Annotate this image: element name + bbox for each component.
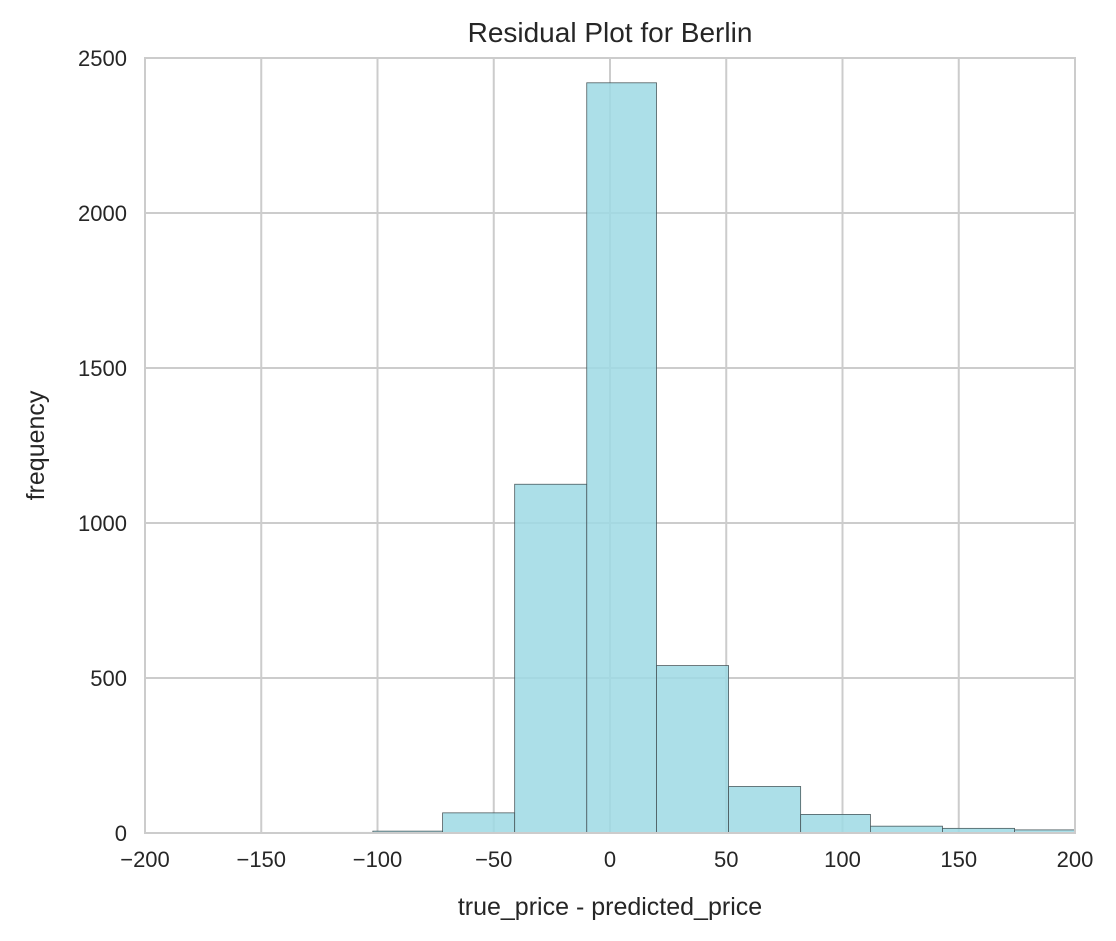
y-tick-labels: 0 500 1000 1500 2000 2500 — [78, 46, 127, 846]
histogram-bar — [870, 825, 943, 834]
x-tick-label: −50 — [475, 847, 512, 872]
histogram-bar — [800, 814, 871, 834]
x-tick-label: −200 — [120, 847, 170, 872]
histogram-bar — [656, 665, 729, 834]
histogram-bar — [728, 786, 802, 834]
chart-title: Residual Plot for Berlin — [468, 17, 753, 48]
histogram-bar — [514, 483, 588, 834]
x-tick-label: 0 — [604, 847, 616, 872]
x-tick-label: 200 — [1057, 847, 1094, 872]
y-tick-label: 2500 — [78, 46, 127, 71]
x-tick-label: 100 — [824, 847, 861, 872]
x-tick-label: −100 — [353, 847, 403, 872]
y-axis-label: frequency — [22, 390, 50, 500]
y-tick-label: 1000 — [78, 511, 127, 536]
y-tick-label: 0 — [115, 821, 127, 846]
x-tick-labels: −200 −150 −100 −50 0 50 100 150 200 — [120, 847, 1093, 872]
x-axis-label: true_price - predicted_price — [458, 893, 762, 921]
histogram-bars — [156, 82, 1076, 834]
x-tick-label: −150 — [236, 847, 286, 872]
y-tick-label: 1500 — [78, 356, 127, 381]
histogram-bar — [442, 812, 516, 834]
histogram-bar — [586, 82, 657, 834]
y-tick-label: 500 — [90, 666, 127, 691]
x-tick-label: 150 — [940, 847, 977, 872]
plot-frame — [144, 57, 1076, 834]
x-tick-label: 50 — [714, 847, 738, 872]
y-tick-label: 2000 — [78, 201, 127, 226]
